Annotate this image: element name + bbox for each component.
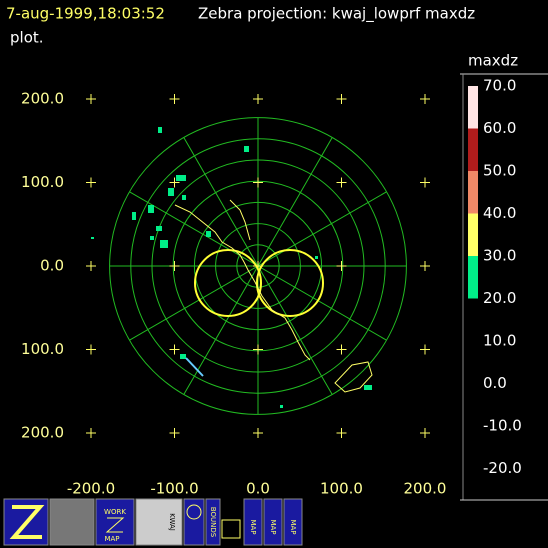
grid-cross: [169, 177, 180, 188]
title: Zebra projection: kwaj_lowprf maxdz: [198, 5, 475, 24]
grid-cross: [420, 177, 430, 188]
colorbar-swatch: [468, 128, 478, 171]
icon-label: MAP: [104, 535, 119, 543]
grid-icon[interactable]: [221, 519, 241, 539]
echo-streak: [185, 357, 204, 377]
icon-label: MAP: [289, 519, 297, 534]
icon-label: MAP: [269, 519, 277, 534]
colorbar-label: 40.0: [483, 204, 516, 222]
colorbar-swatch: [468, 171, 478, 214]
echo: [158, 127, 162, 133]
grid-cross: [253, 94, 263, 104]
grid-cross: [336, 344, 347, 355]
echo: [244, 146, 249, 152]
y-label: 200.0: [21, 424, 64, 442]
colorbar-swatch: [468, 86, 478, 129]
kwaj-icon[interactable]: [135, 498, 183, 546]
icon-label: WORK: [104, 508, 126, 516]
grid-cross: [169, 344, 180, 355]
coastline: [229, 199, 251, 241]
title-cont: plot.: [10, 29, 44, 47]
x-label: 200.0: [404, 480, 447, 498]
radar-plot: [86, 94, 430, 438]
colorbar-swatch: [468, 256, 478, 299]
x-label: -200.0: [67, 480, 115, 498]
zebra-z: [9, 505, 45, 539]
icon-label: KWAJ: [168, 513, 176, 531]
echo: [315, 256, 318, 259]
grid-cross: [86, 344, 96, 355]
map-icon[interactable]: [243, 498, 263, 546]
image-icon[interactable]: [49, 498, 95, 546]
echo: [364, 385, 372, 390]
bounds-icon[interactable]: [205, 498, 221, 546]
grid-cross: [253, 177, 263, 188]
echo: [91, 237, 94, 239]
colorbar: 70.0 60.0 50.0 40.0 30.0 20.0 10.0 0.0 -10.0 -20.…: [468, 77, 522, 477]
grid-cross: [420, 428, 430, 438]
colorbar-label: 30.0: [483, 247, 516, 265]
y-label: 100.0: [21, 173, 64, 191]
colorbar-label: -10.0: [483, 417, 522, 435]
y-label: 100.0: [21, 340, 64, 358]
y-label: 0.0: [40, 257, 64, 275]
echo: [280, 405, 283, 408]
echo: [180, 354, 186, 359]
echo: [176, 175, 186, 181]
icon-label: MAP: [249, 519, 257, 534]
x-label: 0.0: [246, 480, 270, 498]
work-map-icon[interactable]: [95, 498, 135, 546]
echo: [160, 240, 168, 248]
grid-cross: [169, 94, 180, 104]
grid-cross: [169, 261, 180, 271]
grid-cross: [86, 177, 96, 188]
pattern: [256, 249, 324, 317]
icon-bar: WORK MAP KWAJ BOUNDS MAP MAP MAP: [3, 498, 303, 546]
coastline: [174, 204, 311, 361]
grid-cross: [86, 261, 96, 271]
icon-z: [105, 517, 125, 533]
grid-cross: [336, 428, 347, 438]
echo: [132, 212, 136, 220]
colorbar-title: maxdz: [468, 52, 518, 70]
icon-label: BOUNDS: [209, 507, 217, 538]
rings-icon[interactable]: [183, 498, 205, 546]
map-icon[interactable]: [283, 498, 303, 546]
grid-cross: [336, 94, 347, 104]
icon-ring: [186, 504, 202, 520]
grid-cross: [169, 428, 180, 438]
colorbar-label: 0.0: [483, 374, 507, 392]
island: [334, 361, 373, 393]
colorbar-swatch: [468, 213, 478, 256]
echo: [150, 236, 154, 240]
map-icon[interactable]: [263, 498, 283, 546]
grid-cross: [420, 94, 430, 104]
grid-cross: [86, 94, 96, 104]
x-label: 100.0: [320, 480, 363, 498]
echo: [148, 205, 154, 213]
grid-cross: [253, 428, 263, 438]
grid-cross: [253, 344, 263, 355]
x-label: -100.0: [150, 480, 198, 498]
y-label: 200.0: [21, 90, 64, 108]
grid-cross: [336, 177, 347, 188]
colorbar-label: 10.0: [483, 332, 516, 350]
echo: [206, 231, 211, 237]
colorbar-label: 70.0: [483, 77, 516, 95]
grid-cross: [420, 261, 430, 271]
colorbar-label: 60.0: [483, 119, 516, 137]
echo: [168, 188, 174, 196]
time-label: 7-aug-1999,18:03:52: [6, 5, 165, 23]
pattern: [194, 249, 262, 317]
echo: [156, 226, 162, 231]
colorbar-label: -20.0: [483, 459, 522, 477]
grid-cross: [86, 428, 96, 438]
grid-cross: [420, 344, 430, 355]
echo: [182, 195, 186, 200]
colorbar-label: 50.0: [483, 162, 516, 180]
colorbar-label: 20.0: [483, 289, 516, 307]
grid-cross: [336, 261, 347, 271]
